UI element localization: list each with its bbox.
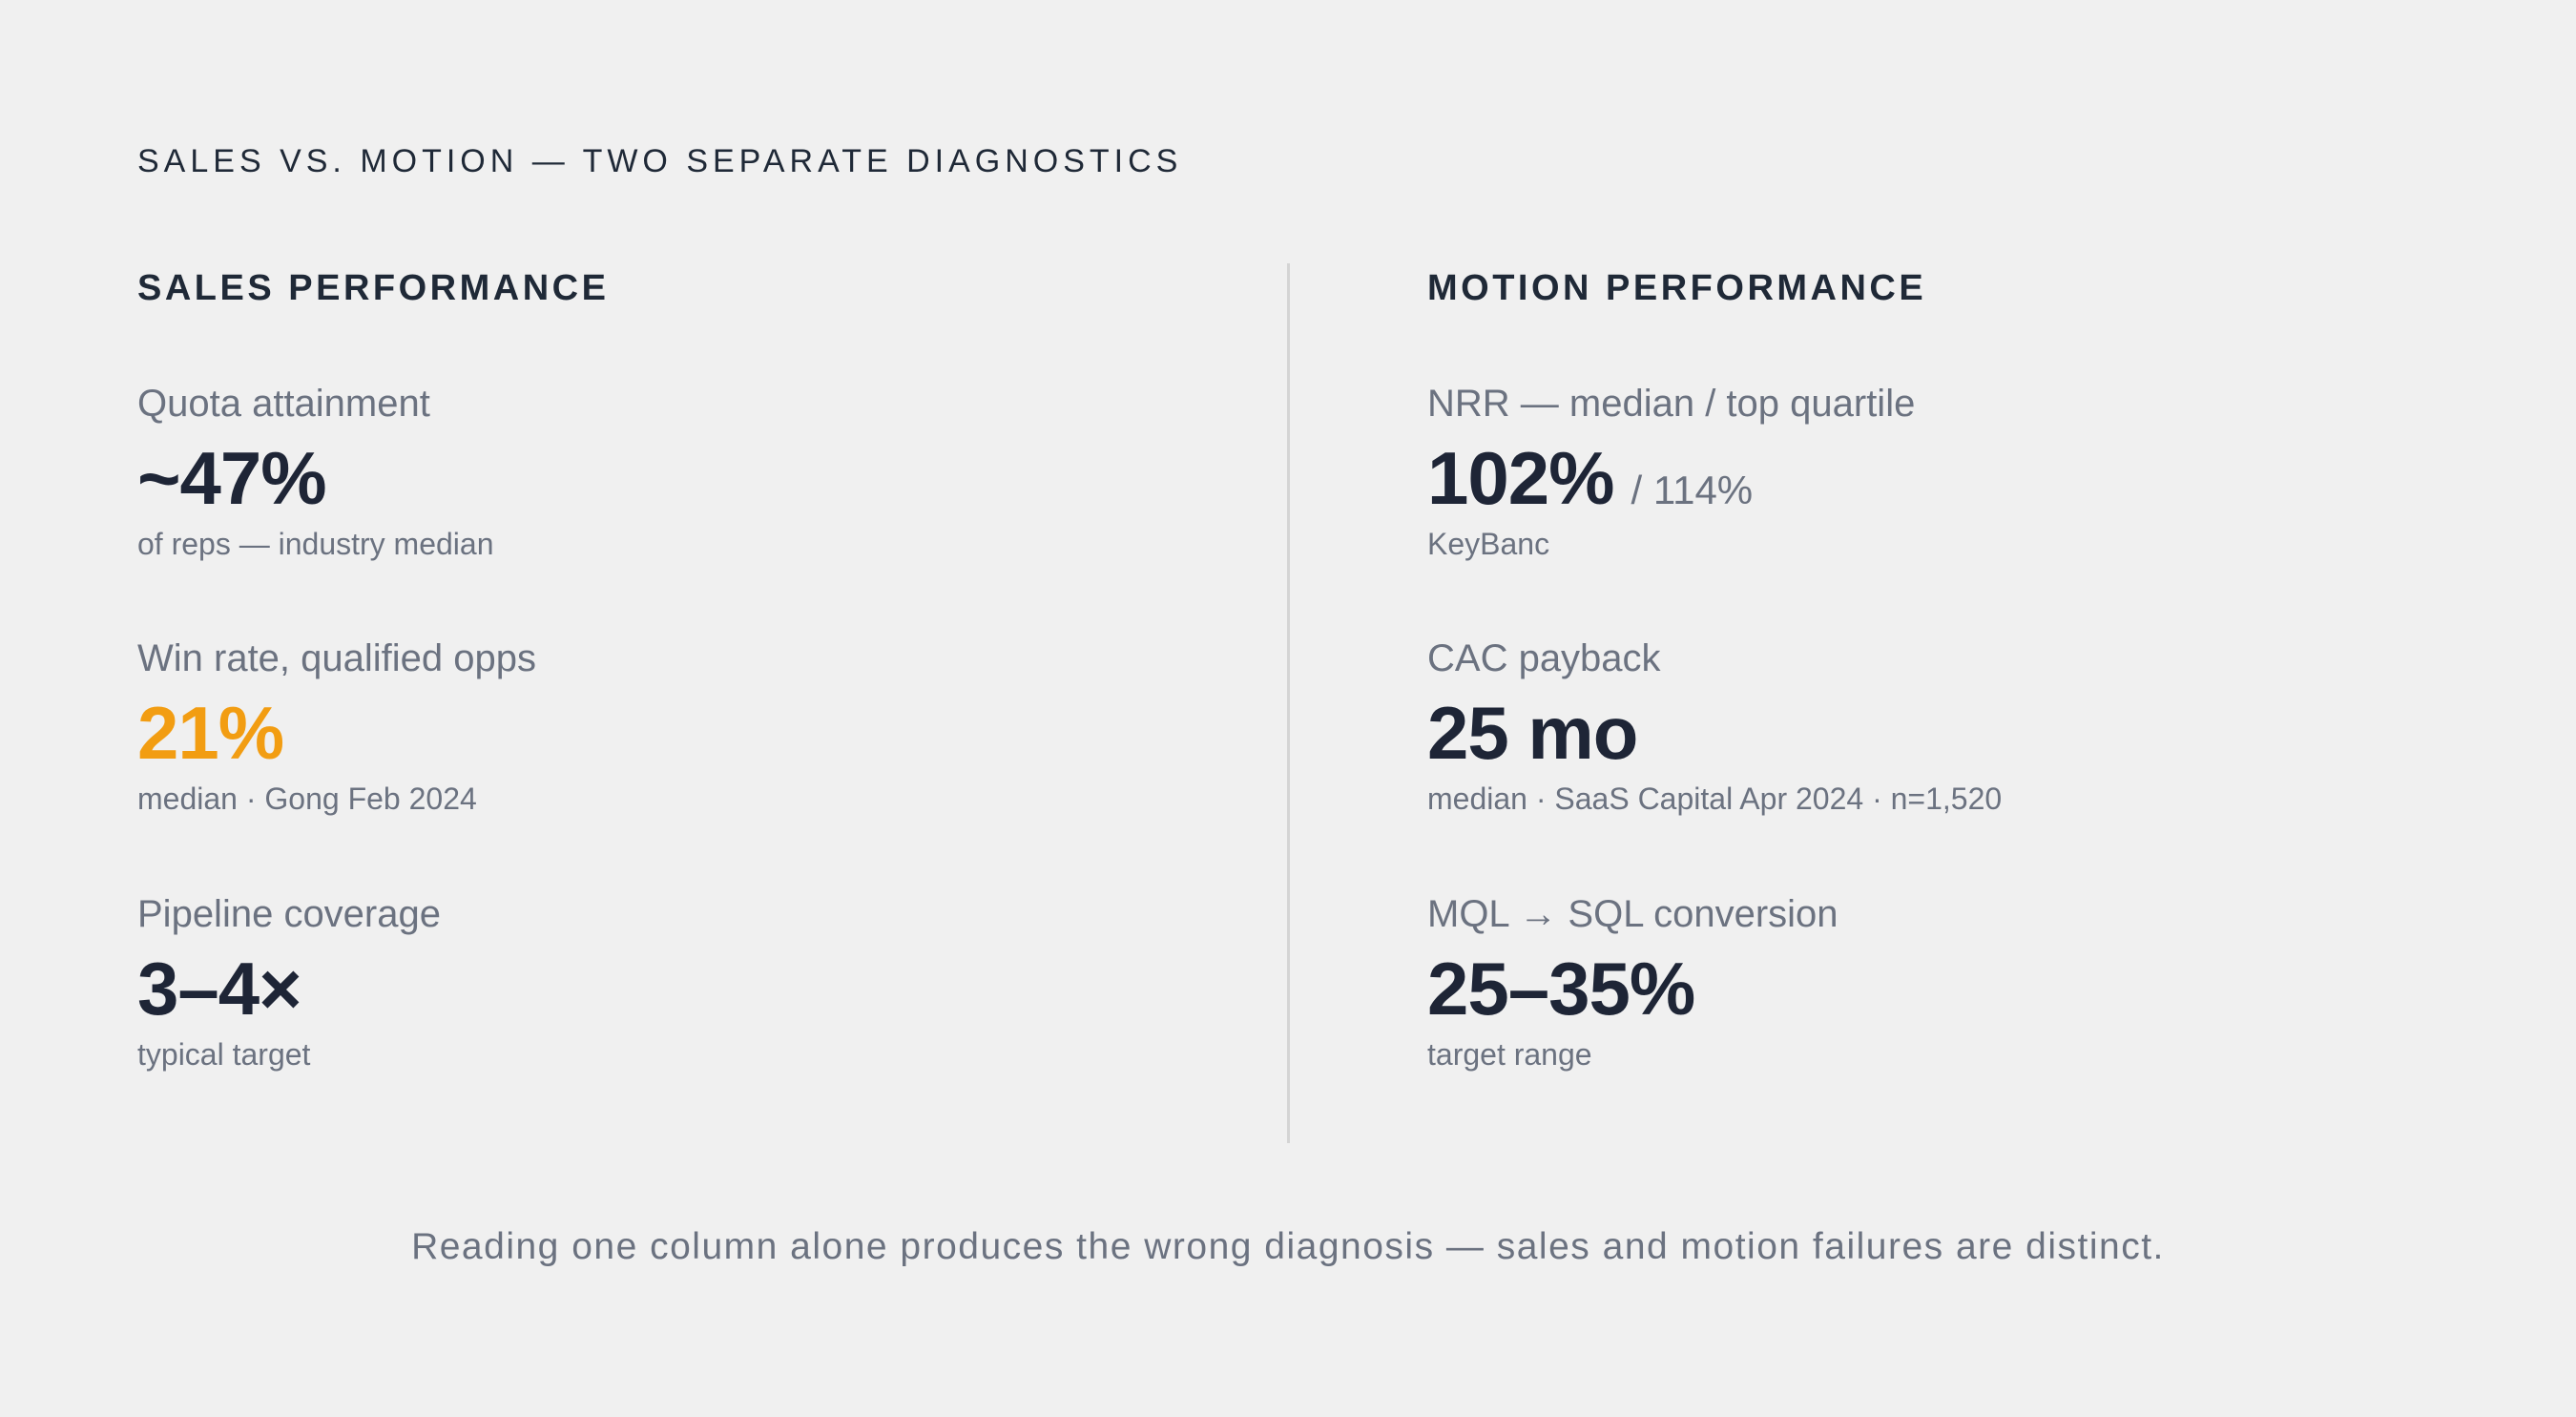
metric-label: CAC payback	[1427, 637, 1661, 679]
metric-pipeline-coverage: Pipeline coverage 3–4× typical target	[137, 890, 1282, 1073]
metric-note: target range	[1427, 1037, 1592, 1072]
metric-value: 25–35%	[1427, 947, 1695, 1031]
sales-performance-column: SALES PERFORMANCE Quota attainment ~47% …	[137, 265, 1282, 1072]
motion-performance-column: MOTION PERFORMANCE NRR — median / top qu…	[1427, 265, 2572, 1072]
metric-label: MQL → SQL conversion	[1427, 893, 1839, 935]
metric-cac-payback: CAC payback 25 mo median · SaaS Capital …	[1427, 635, 2572, 818]
metric-mql-sql-conversion: MQL → SQL conversion 25–35% target range	[1427, 890, 2572, 1073]
metric-value: 25 mo	[1427, 691, 1638, 775]
metric-nrr: NRR — median / top quartile 102% / 114% K…	[1427, 380, 2572, 563]
metric-quota-attainment: Quota attainment ~47% of reps — industry…	[137, 380, 1282, 563]
metric-label: Win rate, qualified opps	[137, 637, 537, 679]
metric-value: 102%	[1427, 436, 1614, 520]
motion-column-title: MOTION PERFORMANCE	[1427, 268, 1927, 308]
metric-value-suffix: / 114%	[1631, 468, 1754, 512]
metric-label: NRR — median / top quartile	[1427, 383, 1916, 425]
metric-value-highlighted: 21%	[137, 691, 284, 775]
sales-column-title: SALES PERFORMANCE	[137, 268, 610, 308]
metric-win-rate: Win rate, qualified opps 21% median · Go…	[137, 635, 1282, 818]
footer-caption: Reading one column alone produces the wr…	[411, 1226, 2165, 1267]
metric-note: median · SaaS Capital Apr 2024 · n=1,520	[1427, 781, 2003, 816]
metric-value: ~47%	[137, 436, 327, 520]
column-divider	[1287, 263, 1290, 1143]
metric-value: 3–4×	[137, 947, 302, 1031]
metric-label: Quota attainment	[137, 383, 430, 425]
metric-note: typical target	[137, 1037, 311, 1072]
metric-note: KeyBanc	[1427, 527, 1550, 561]
metric-label: Pipeline coverage	[137, 893, 441, 935]
page-eyebrow: SALES VS. MOTION — TWO SEPARATE DIAGNOST…	[137, 143, 1183, 179]
metric-note: median · Gong Feb 2024	[137, 781, 477, 816]
metric-note: of reps — industry median	[137, 527, 494, 561]
